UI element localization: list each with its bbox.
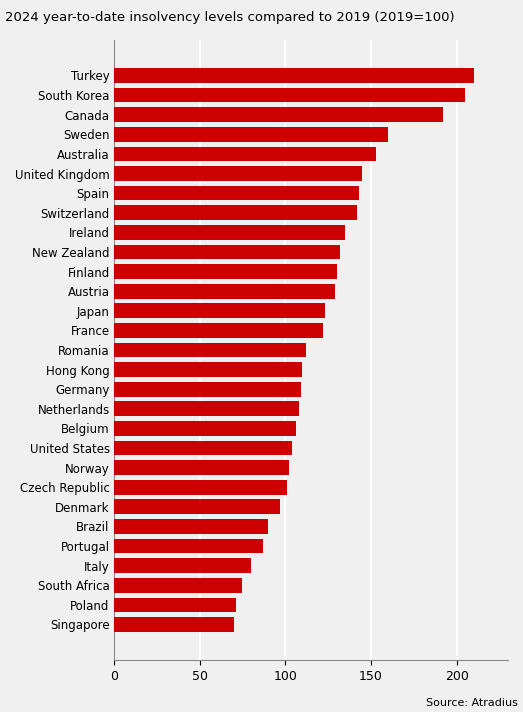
- Bar: [114, 460, 289, 475]
- Bar: [114, 597, 235, 612]
- Bar: [114, 362, 302, 377]
- Bar: [114, 284, 335, 298]
- Bar: [114, 166, 362, 181]
- Bar: [114, 441, 292, 456]
- Bar: [114, 578, 243, 592]
- Bar: [114, 558, 251, 573]
- Bar: [114, 108, 443, 122]
- Text: 2024 year-to-date insolvency levels compared to 2019 (2019=100): 2024 year-to-date insolvency levels comp…: [5, 11, 455, 23]
- Bar: [114, 539, 263, 553]
- Bar: [114, 127, 388, 142]
- Bar: [114, 500, 280, 514]
- Bar: [114, 421, 295, 436]
- Bar: [114, 303, 325, 318]
- Bar: [114, 225, 345, 240]
- Bar: [114, 205, 357, 220]
- Bar: [114, 264, 337, 279]
- Bar: [114, 147, 376, 161]
- Bar: [114, 480, 287, 495]
- Bar: [114, 245, 340, 259]
- Bar: [114, 323, 323, 337]
- Bar: [114, 88, 465, 103]
- Bar: [114, 68, 474, 83]
- Bar: [114, 519, 268, 534]
- Text: Source: Atradius: Source: Atradius: [426, 698, 518, 708]
- Bar: [114, 186, 359, 201]
- Bar: [114, 617, 234, 632]
- Bar: [114, 402, 299, 416]
- Bar: [114, 382, 301, 397]
- Bar: [114, 342, 306, 357]
